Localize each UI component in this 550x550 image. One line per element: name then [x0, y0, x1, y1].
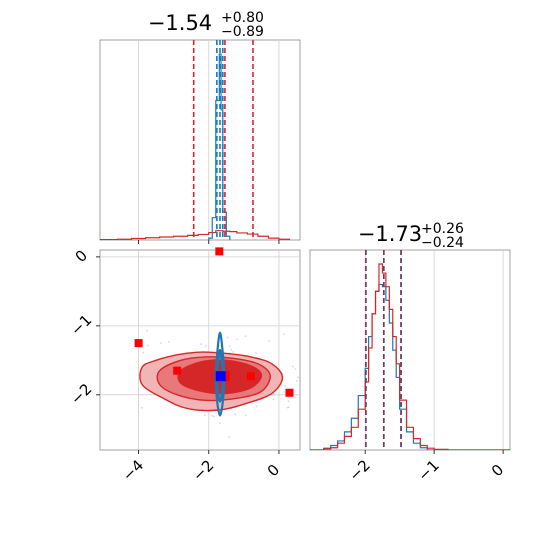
scatter-point [203, 414, 206, 417]
x-ticks [138, 240, 280, 244]
scatter-point [140, 406, 143, 409]
title-param1-plus: +0.26 [421, 221, 464, 237]
truth-markers [215, 371, 230, 382]
scatter-point [226, 336, 229, 339]
quantile-lines [192, 40, 254, 240]
joint-panel: −4 −2 0 −2 −1 0 [67, 246, 304, 485]
scatter-point [255, 405, 258, 408]
scatter-point [244, 414, 247, 417]
scatter-point [301, 396, 303, 398]
scatter-point [230, 348, 232, 351]
x-tick-label: 0 [264, 461, 283, 480]
x-tick-label: −1 [414, 456, 442, 484]
scatter-point [268, 340, 270, 342]
y-tick-label: 0 [72, 246, 91, 265]
sample-point-red [285, 388, 294, 397]
histogram-series-red [310, 263, 510, 450]
y-tick-label: −1 [67, 311, 95, 339]
marginal-panel-param0: −1.54 +0.80 −0.89 [99, 10, 301, 244]
scatter-point [287, 406, 290, 409]
histograms [310, 263, 510, 450]
scatter-point [232, 351, 235, 353]
title-param1-minus: −0.24 [421, 235, 464, 251]
scatter-point [200, 343, 202, 346]
scatter-point [236, 338, 239, 341]
x-tick-label: −2 [189, 456, 217, 484]
title-param1-median: −1.73 [358, 222, 422, 246]
title-param0-median: −1.54 [148, 11, 212, 35]
x-tick-label: 0 [488, 461, 507, 480]
sample-point-red [215, 247, 224, 256]
scatter-point [244, 335, 247, 338]
truth-marker [215, 371, 226, 382]
scatter-point [294, 368, 297, 371]
sample-point-red [134, 339, 143, 348]
sample-point-red [173, 366, 182, 375]
scatter-point [295, 379, 298, 382]
scatter-point [296, 376, 299, 379]
scatter-point [228, 436, 231, 439]
scatter-point [159, 342, 162, 345]
quantile-lines [365, 250, 402, 450]
histograms [100, 53, 291, 240]
scatter-point [167, 341, 170, 343]
scatter-point [255, 352, 257, 354]
title-param0: −1.54 [148, 11, 212, 35]
scatter-point [272, 398, 275, 401]
sample-points [134, 247, 294, 397]
scatter-point [211, 414, 213, 417]
scatter-point [228, 345, 231, 348]
scatter-point [218, 422, 221, 425]
scatter-point [287, 400, 290, 403]
title-param0-minus: −0.89 [221, 24, 264, 40]
grid-lines [138, 40, 280, 240]
x-tick-label: −4 [119, 456, 147, 484]
scatter-point [284, 385, 286, 387]
scatter-point [147, 344, 149, 347]
contour-blue-level-2 [216, 348, 224, 403]
panel-frame [99, 249, 301, 451]
scatter-point [146, 329, 149, 332]
x-tick-label: −2 [345, 456, 373, 484]
y-ticks: −2 −1 0 [67, 246, 100, 408]
contour-blue-level-1 [214, 331, 226, 417]
x-ticks: −4 −2 0 [119, 450, 283, 485]
scatter-point [204, 344, 207, 347]
title-param0-plus: +0.80 [221, 10, 264, 26]
histogram-series-blue [208, 53, 231, 240]
x-ticks: −2 −1 0 [345, 450, 507, 485]
panel-frame [99, 39, 301, 241]
scatter-point [234, 413, 237, 416]
marginal-panel-param1: −2 −1 0 −1.73 +0.26 −0.24 [309, 221, 511, 485]
scatter-point [273, 392, 276, 395]
contours [139, 331, 284, 417]
scatter-point [292, 365, 294, 368]
scatter-point [302, 359, 304, 361]
y-tick-label: −2 [67, 380, 95, 408]
scatter-point [283, 333, 285, 336]
scatter-point [213, 415, 215, 418]
panel-frame [309, 249, 511, 451]
scatter-point [142, 351, 145, 354]
sample-point-red [246, 372, 255, 381]
